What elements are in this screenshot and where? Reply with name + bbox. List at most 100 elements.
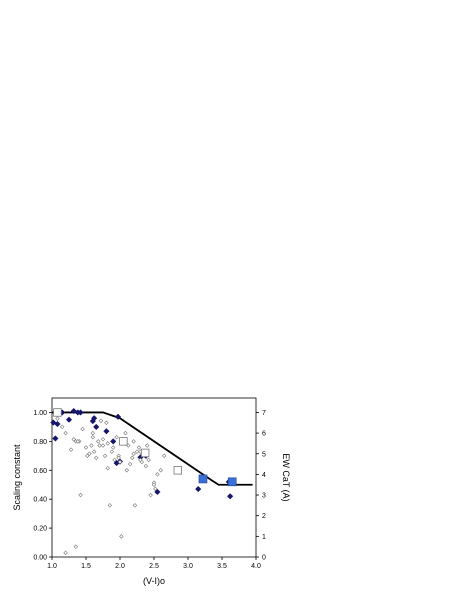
filled-diamond-point: [93, 423, 100, 431]
open-diamond-point: [161, 453, 167, 459]
data-marks: [50, 407, 253, 556]
open-diamond-point: [109, 449, 115, 454]
y-axis-left: 0.00 0.20 0.40 0.60 0.80 1.00: [33, 410, 52, 562]
open-diamond-point: [63, 430, 68, 436]
open-diamond-point: [112, 457, 117, 463]
open-diamond-point: [89, 443, 94, 448]
y2-tick-label: 1: [262, 534, 266, 541]
plot-frame: [51, 397, 257, 558]
filled-diamond-point: [65, 416, 73, 423]
filled-diamond-point: [110, 438, 117, 445]
y2-tick-label: 7: [262, 410, 266, 417]
x-tick-label: 2.0: [115, 563, 125, 570]
y2-tick-label: 5: [262, 451, 266, 458]
x-tick-label: 3.0: [183, 563, 193, 570]
y-tick-label: 0.60: [33, 468, 47, 475]
open-diamond-point: [59, 424, 65, 430]
open-diamond-point: [105, 441, 110, 446]
open-diamond-point: [87, 451, 92, 456]
filled-diamond-point: [114, 413, 122, 420]
open-diamond-point: [123, 430, 128, 436]
fit-line: [52, 411, 253, 486]
open-diamond-point: [124, 468, 130, 473]
y2-tick-label: 0: [262, 555, 266, 562]
open-diamond-point: [98, 418, 104, 423]
y-axis-right: 0 1 2 3 4 5 6 7: [256, 410, 266, 562]
open-square-point: [119, 437, 128, 446]
open-diamond-point: [68, 447, 74, 452]
filled-diamond-point: [227, 493, 234, 500]
filled-square-point: [227, 477, 237, 487]
open-square-point: [140, 448, 150, 458]
open-diamond-point: [132, 503, 138, 508]
open-diamond-point: [78, 492, 83, 498]
y-tick-label: 1.00: [33, 410, 47, 417]
open-diamond-point: [155, 472, 160, 477]
open-diamond-point: [136, 445, 142, 450]
plot-border: [51, 397, 257, 558]
filled-diamond-point: [91, 415, 98, 422]
filled-diamond-point: [52, 435, 59, 442]
open-diamond-point: [97, 443, 102, 448]
filled-square-point: [198, 474, 208, 484]
open-diamond-point: [110, 445, 116, 450]
open-diamond-point: [127, 461, 133, 467]
y2-tick-label: 3: [262, 493, 266, 500]
open-diamond-point: [131, 439, 136, 444]
y-tick-label: 0.20: [33, 526, 47, 533]
open-diamond-point: [114, 435, 119, 440]
y2-tick-label: 6: [262, 431, 266, 438]
open-square-point: [53, 408, 62, 417]
x-tick-label: 1.5: [81, 563, 91, 570]
open-diamond-point: [102, 453, 108, 459]
open-diamond-point: [75, 439, 81, 444]
open-diamond-point: [55, 416, 60, 421]
y2-tick-label: 2: [262, 513, 266, 520]
y-axis-label: Scaling constant: [12, 444, 22, 511]
open-diamond-point: [151, 482, 157, 487]
open-diamond-point: [91, 449, 97, 454]
open-diamond-point: [90, 435, 96, 440]
open-diamond-point: [100, 443, 106, 448]
filled-diamond-point: [195, 485, 202, 493]
open-diamond-point: [93, 455, 99, 461]
y2-tick-label: 4: [262, 472, 266, 479]
open-diamond-point: [85, 453, 90, 459]
filled-diamond-point: [54, 420, 61, 428]
x-tick-label: 1.0: [47, 563, 57, 570]
open-diamond-point: [104, 420, 109, 426]
open-diamond-point: [138, 457, 143, 463]
y-tick-label: 0.40: [33, 497, 47, 504]
x-tick-label: 3.5: [217, 563, 227, 570]
open-diamond-point: [119, 534, 124, 539]
y2-axis-label: EW CaT (A): [281, 453, 291, 501]
x-axis: 1.0 1.5 2.0 2.5 3.0 3.5 4.0: [47, 557, 261, 570]
open-diamond-point: [130, 455, 135, 461]
open-diamond-point: [73, 544, 79, 549]
filled-diamond-point: [154, 488, 161, 496]
y-tick-label: 0.80: [33, 439, 47, 446]
open-diamond-point: [158, 468, 164, 473]
open-diamond-point: [148, 492, 153, 498]
open-diamond-point: [117, 459, 123, 465]
x-tick-label: 4.0: [251, 563, 261, 570]
filled-diamond-point: [77, 409, 84, 416]
open-square-point: [173, 466, 182, 475]
open-diamond-point: [153, 486, 158, 492]
filled-diamond-point: [103, 428, 110, 435]
open-diamond-point: [116, 455, 121, 461]
open-diamond-point: [96, 439, 101, 444]
open-diamond-point: [134, 449, 140, 454]
open-diamond-point: [83, 445, 89, 450]
open-diamond-point: [143, 463, 149, 469]
open-diamond-point: [63, 550, 68, 556]
open-diamond-point: [90, 430, 96, 436]
y-tick-label: 0.00: [33, 555, 47, 562]
open-diamond-point: [80, 426, 85, 432]
open-diamond-point: [144, 443, 150, 448]
filled-diamond-point: [50, 419, 57, 426]
open-diamond-point: [105, 465, 110, 471]
open-diamond-point: [131, 451, 136, 456]
x-tick-label: 2.5: [149, 563, 159, 570]
